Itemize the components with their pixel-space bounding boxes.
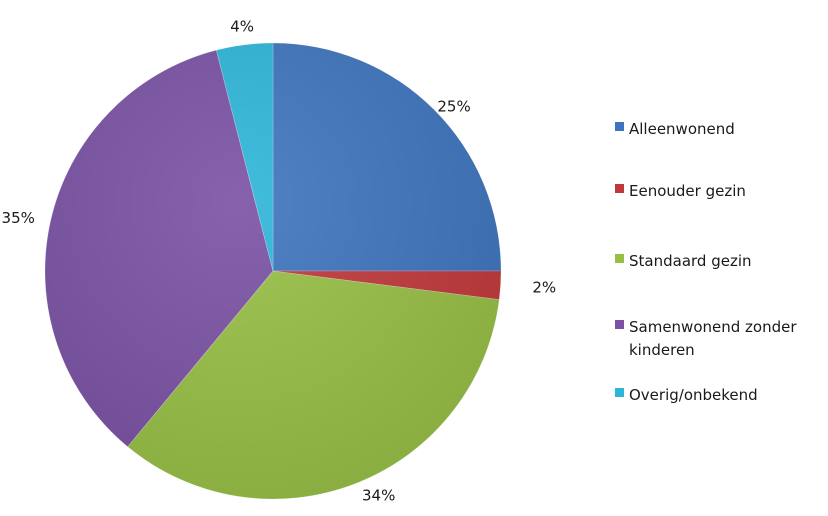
legend: Alleenwonend Eenouder gezin Standaard gezi… [615, 120, 797, 404]
slice-label-overig-onbekend: 4% [230, 18, 254, 36]
legend-swatch-overig-onbekend [615, 388, 624, 397]
pie-slice-alleenwonend [272, 42, 502, 272]
legend-item-alleenwonend: Alleenwonend [615, 120, 735, 138]
legend-label-eenouder-gezin: Eenouder gezin [629, 182, 746, 200]
legend-item-overig-onbekend: Overig/onbekend [615, 386, 758, 404]
legend-swatch-alleenwonend [615, 122, 624, 131]
legend-item-standaard-gezin: Standaard gezin [615, 252, 752, 270]
legend-label-alleenwonend: Alleenwonend [629, 120, 735, 138]
slice-label-samenwonend-zonder-kinderen: 35% [2, 209, 35, 227]
legend-item-samenwonend-zonder-kinderen: Samenwonend zonder kinderen [615, 318, 797, 359]
legend-swatch-eenouder-gezin [615, 184, 624, 193]
slice-labels: 25% 2% 34% 35% 4% [2, 18, 557, 505]
legend-label-standaard-gezin: Standaard gezin [629, 252, 752, 270]
legend-label-samenwonend-zonder-kinderen-line-2: kinderen [629, 341, 695, 359]
slice-label-eenouder-gezin: 2% [532, 278, 556, 296]
legend-swatch-standaard-gezin [615, 254, 624, 263]
legend-label-samenwonend-zonder-kinderen-line-1: Samenwonend zonder [629, 318, 797, 336]
legend-label-overig-onbekend: Overig/onbekend [629, 386, 758, 404]
slice-label-standaard-gezin: 34% [362, 487, 395, 505]
legend-swatch-samenwonend-zonder-kinderen [615, 320, 624, 329]
pie-slices [44, 42, 502, 500]
legend-item-eenouder-gezin: Eenouder gezin [615, 182, 746, 200]
slice-label-alleenwonend: 25% [437, 98, 470, 116]
